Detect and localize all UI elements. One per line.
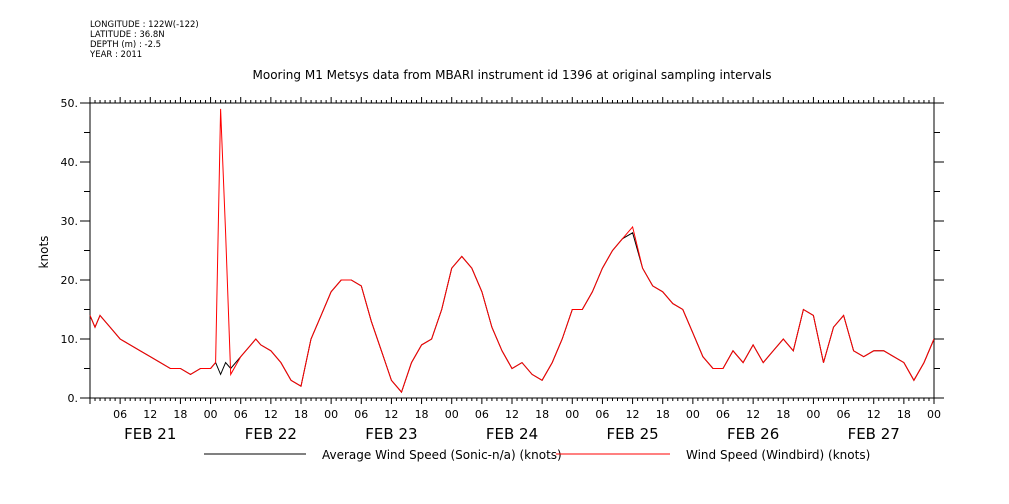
x-tick-label: 12 xyxy=(867,408,881,421)
x-tick-label: 06 xyxy=(837,408,851,421)
x-tick-label: 12 xyxy=(505,408,519,421)
x-day-label: FEB 27 xyxy=(848,425,900,443)
x-tick-label: 00 xyxy=(686,408,700,421)
ticks-layer: 06 12 18 00 06 12 18 00 06 12 18 00 06 12 18 00 06 12 18 00… xyxy=(61,97,944,443)
x-tick-label: 00 xyxy=(204,408,218,421)
x-tick-label: 06 xyxy=(595,408,609,421)
x-tick-label: 18 xyxy=(656,408,670,421)
x-tick-label: 12 xyxy=(626,408,640,421)
x-tick-label: 18 xyxy=(294,408,308,421)
longitude-text: LONGITUDE : 122W(-122) xyxy=(90,20,199,30)
x-tick-label: 18 xyxy=(776,408,790,421)
x-tick-label: 18 xyxy=(535,408,549,421)
x-tick-label: 06 xyxy=(113,408,127,421)
x-tick-label: 18 xyxy=(415,408,429,421)
latitude-text: LATITUDE : 36.8N xyxy=(90,30,165,40)
x-tick-label: 00 xyxy=(324,408,338,421)
x-day-label: FEB 23 xyxy=(365,425,417,443)
depth-text: DEPTH (m) : -2.5 xyxy=(90,40,162,50)
year-text: YEAR : 2011 xyxy=(90,50,143,60)
x-tick-label: 06 xyxy=(716,408,730,421)
x-day-label: FEB 22 xyxy=(245,425,297,443)
y-axis-label: knots xyxy=(37,236,51,269)
x-tick-label: 18 xyxy=(897,408,911,421)
y-tick-label: 20. xyxy=(61,274,79,287)
x-day-label: FEB 25 xyxy=(606,425,658,443)
plot-frame xyxy=(89,102,935,399)
x-tick-label: 00 xyxy=(806,408,820,421)
y-tick-label: 0. xyxy=(68,392,79,405)
x-tick-label: 12 xyxy=(384,408,398,421)
legend-label-windbird: Wind Speed (Windbird) (knots) xyxy=(686,448,870,462)
x-tick-label: 00 xyxy=(445,408,459,421)
x-tick-label: 12 xyxy=(143,408,157,421)
chart-title: Mooring M1 Metsys data from MBARI instru… xyxy=(253,68,772,82)
series-line-windbird xyxy=(89,108,935,394)
legend: Average Wind Speed (Sonic-n/a) (knots) W… xyxy=(204,448,870,462)
x-tick-label: 18 xyxy=(173,408,187,421)
x-tick-label: 06 xyxy=(475,408,489,421)
legend-label-average: Average Wind Speed (Sonic-n/a) (knots) xyxy=(322,448,562,462)
x-tick-label: 06 xyxy=(234,408,248,421)
x-day-label: FEB 24 xyxy=(486,425,538,443)
x-tick-label: 00 xyxy=(927,408,941,421)
series-layer xyxy=(89,108,935,394)
x-day-label: FEB 21 xyxy=(124,425,176,443)
y-tick-label: 50. xyxy=(61,97,79,110)
x-tick-label: 12 xyxy=(264,408,278,421)
y-tick-label: 10. xyxy=(61,333,79,346)
x-tick-label: 00 xyxy=(565,408,579,421)
plot-border xyxy=(89,102,935,399)
x-day-label: FEB 26 xyxy=(727,425,779,443)
x-tick-label: 12 xyxy=(746,408,760,421)
x-tick-label: 06 xyxy=(354,408,368,421)
y-tick-label: 30. xyxy=(61,215,79,228)
y-tick-label: 40. xyxy=(61,156,79,169)
station-metadata: LONGITUDE : 122W(-122) LATITUDE : 36.8N … xyxy=(90,20,199,60)
